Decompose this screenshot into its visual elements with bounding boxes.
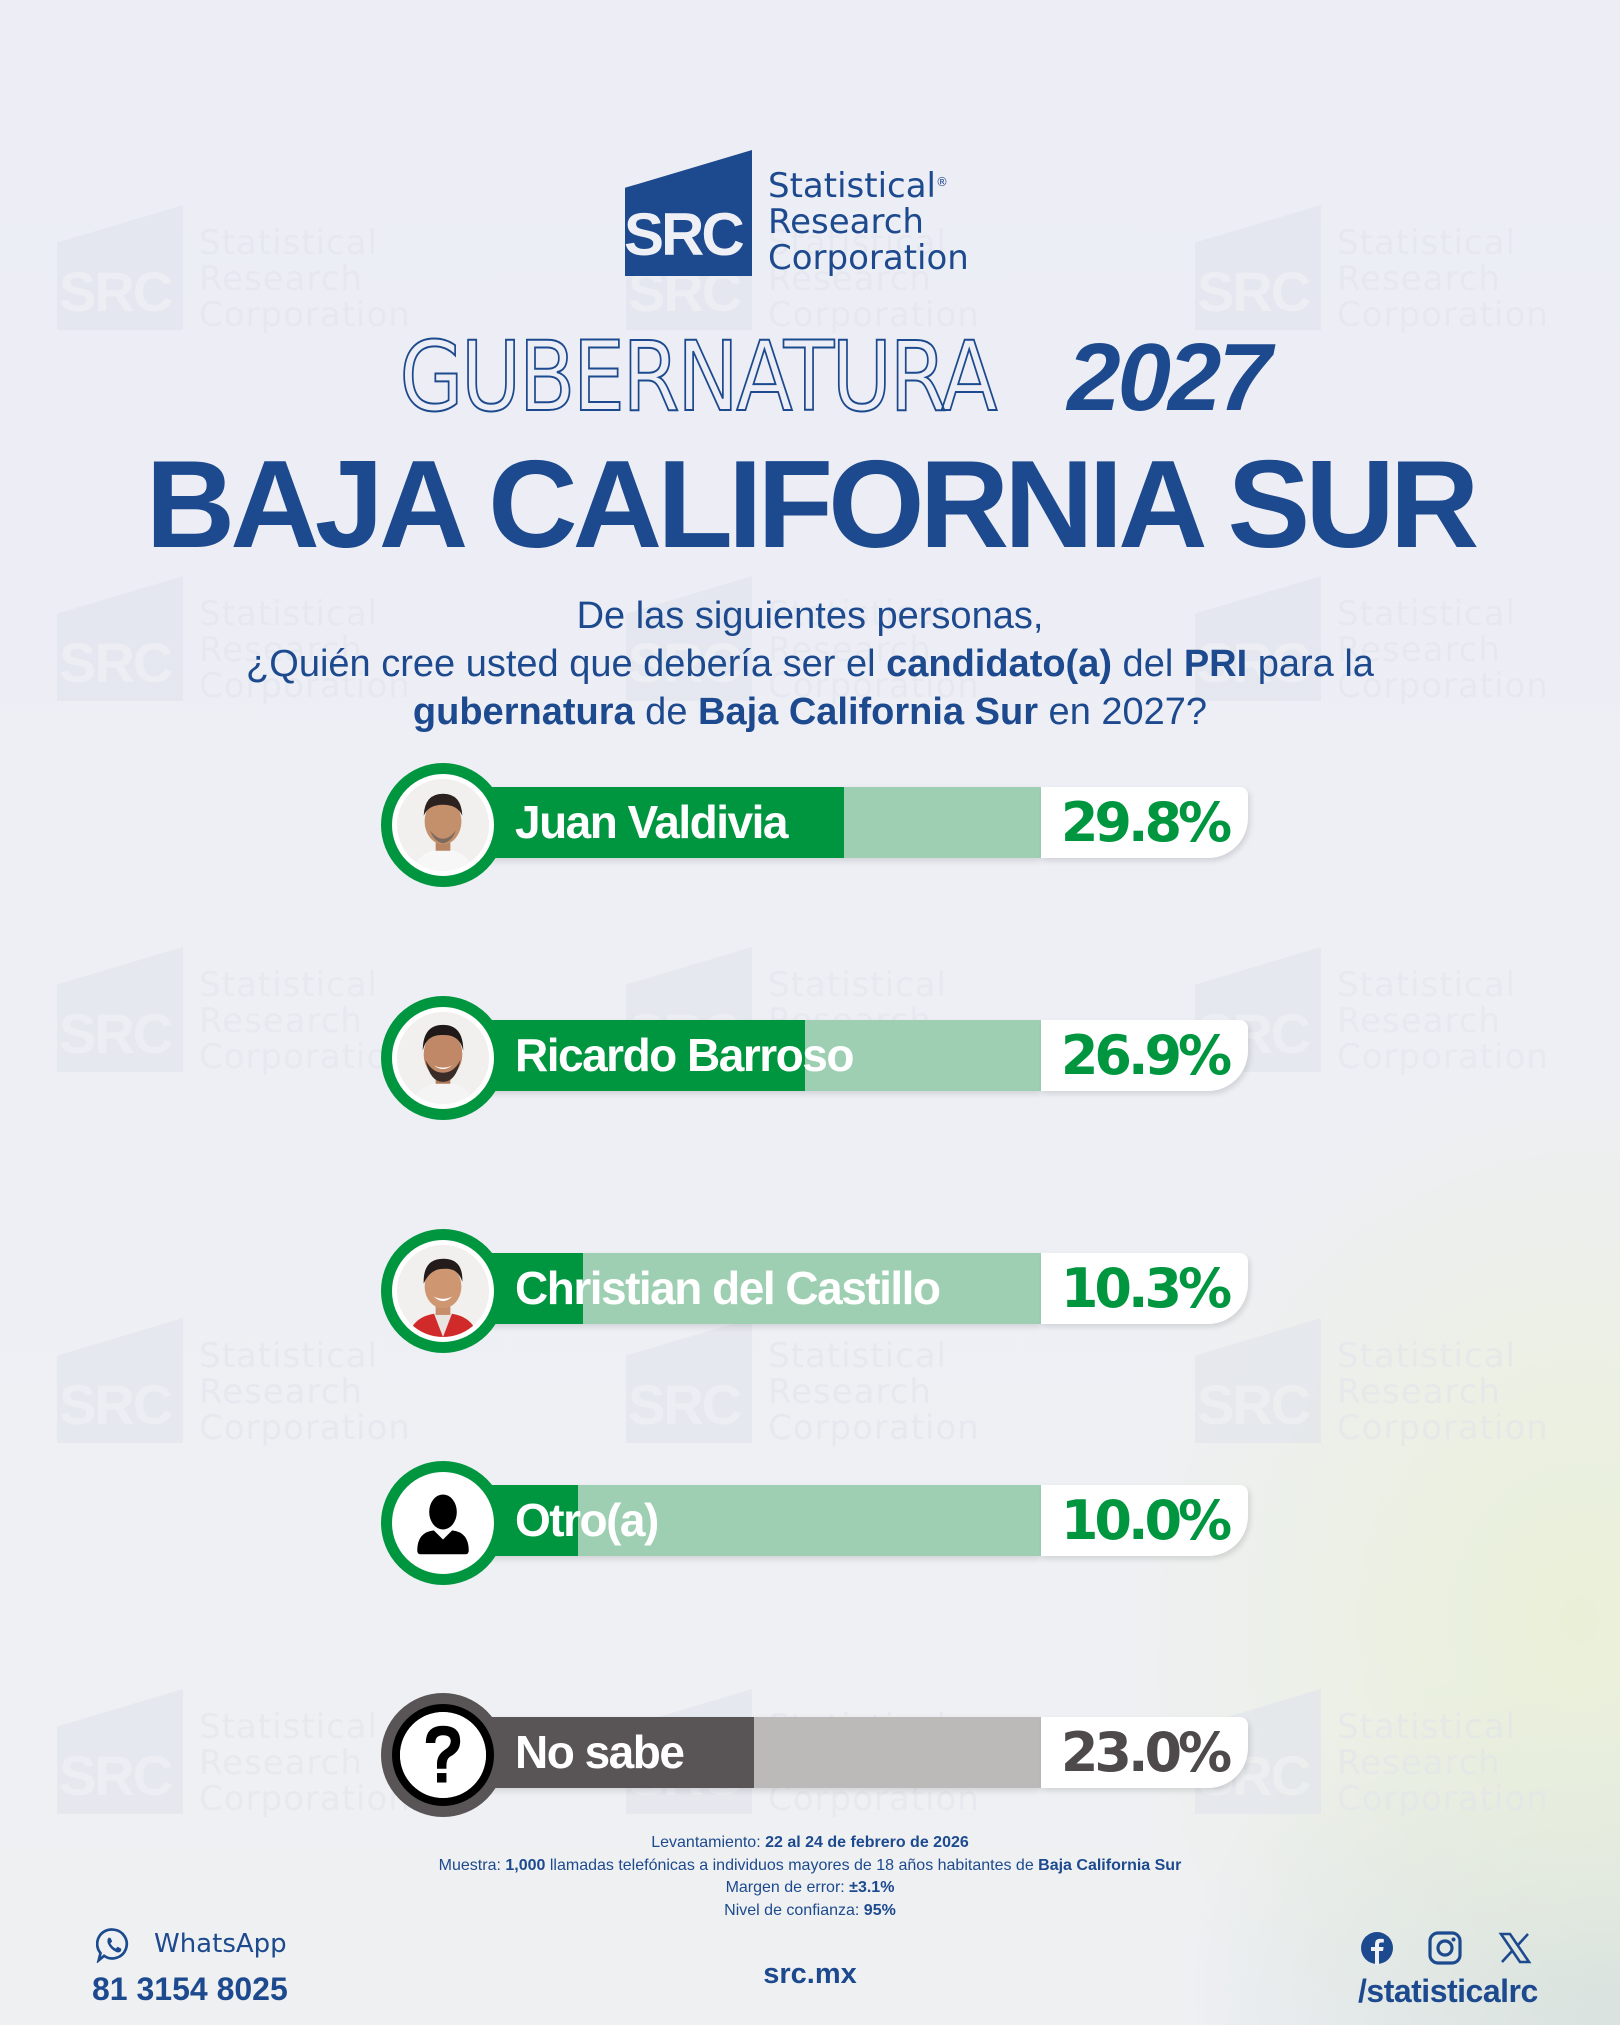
bar-track: Otro(a) [441, 1485, 1041, 1556]
person-photo-icon [397, 779, 489, 871]
facebook-icon[interactable] [1360, 1931, 1394, 1965]
whatsapp-icon [96, 1928, 129, 1963]
bar-fill [441, 787, 844, 858]
page-title: GUBERNATURA 2027 [399, 321, 1272, 433]
whatsapp-number[interactable]: 81 3154 8025 [92, 1971, 288, 2007]
bar-track: Christian del Castillo [441, 1253, 1041, 1324]
bar-track: Juan Valdivia [441, 787, 1041, 858]
candidate-name: Christian del Castillo [515, 1262, 941, 1314]
candidate-name: Ricardo Barroso [515, 1029, 854, 1081]
survey-question: De las siguientes personas, ¿Quién cree … [246, 595, 1374, 733]
avatar-no-sabe [381, 1693, 505, 1817]
page-subtitle: BAJA CALIFORNIA SUR [145, 436, 1480, 574]
percent-value: 10.3% [1041, 1253, 1248, 1324]
avatar-ricardo-barroso [381, 996, 505, 1120]
user-silhouette-icon [397, 1477, 489, 1569]
result-row-otro: Otro(a) 10.0% [381, 1461, 1251, 1587]
option-name: No sabe [515, 1726, 685, 1778]
percent-value: 23.0% [1041, 1717, 1248, 1788]
website-link[interactable]: src.mx [763, 1958, 857, 1990]
percent-value: 29.8% [1041, 787, 1248, 858]
instagram-icon[interactable] [1428, 1931, 1462, 1965]
bar-track: Ricardo Barroso [441, 1020, 1041, 1091]
src-logo: SRC Statistical® Research Corporation [625, 150, 1005, 280]
methodology-notes: Levantamiento: 22 al 24 de febrero de 20… [438, 1834, 1182, 1919]
person-photo-icon [397, 1245, 489, 1337]
option-name: Otro(a) [515, 1494, 659, 1546]
result-row-no-sabe: No sabe 23.0% [381, 1693, 1251, 1819]
x-icon[interactable] [1498, 1931, 1532, 1965]
logo-mark: SRC [625, 150, 752, 276]
result-row-christian-del-castillo: Christian del Castillo 10.3% [381, 1229, 1251, 1355]
bar-track: No sabe [441, 1717, 1041, 1788]
candidate-name: Juan Valdivia [515, 796, 788, 848]
percent-value: 26.9% [1041, 1020, 1248, 1091]
result-row-juan-valdivia: Juan Valdivia 29.8% [381, 763, 1251, 889]
avatar-juan-valdivia [381, 763, 505, 887]
result-row-ricardo-barroso: Ricardo Barroso 26.9% [381, 996, 1251, 1122]
whatsapp-label: WhatsApp [154, 1929, 287, 1959]
avatar-otro [381, 1461, 505, 1585]
percent-value: 10.0% [1041, 1485, 1248, 1556]
logo-wordmark: Statistical® Research Corporation [768, 166, 969, 278]
person-photo-icon [397, 1012, 489, 1104]
avatar-christian-del-castillo [381, 1229, 505, 1353]
question-mark-icon [400, 1712, 486, 1798]
social-handle[interactable]: /statisticalrc [1358, 1973, 1538, 2009]
